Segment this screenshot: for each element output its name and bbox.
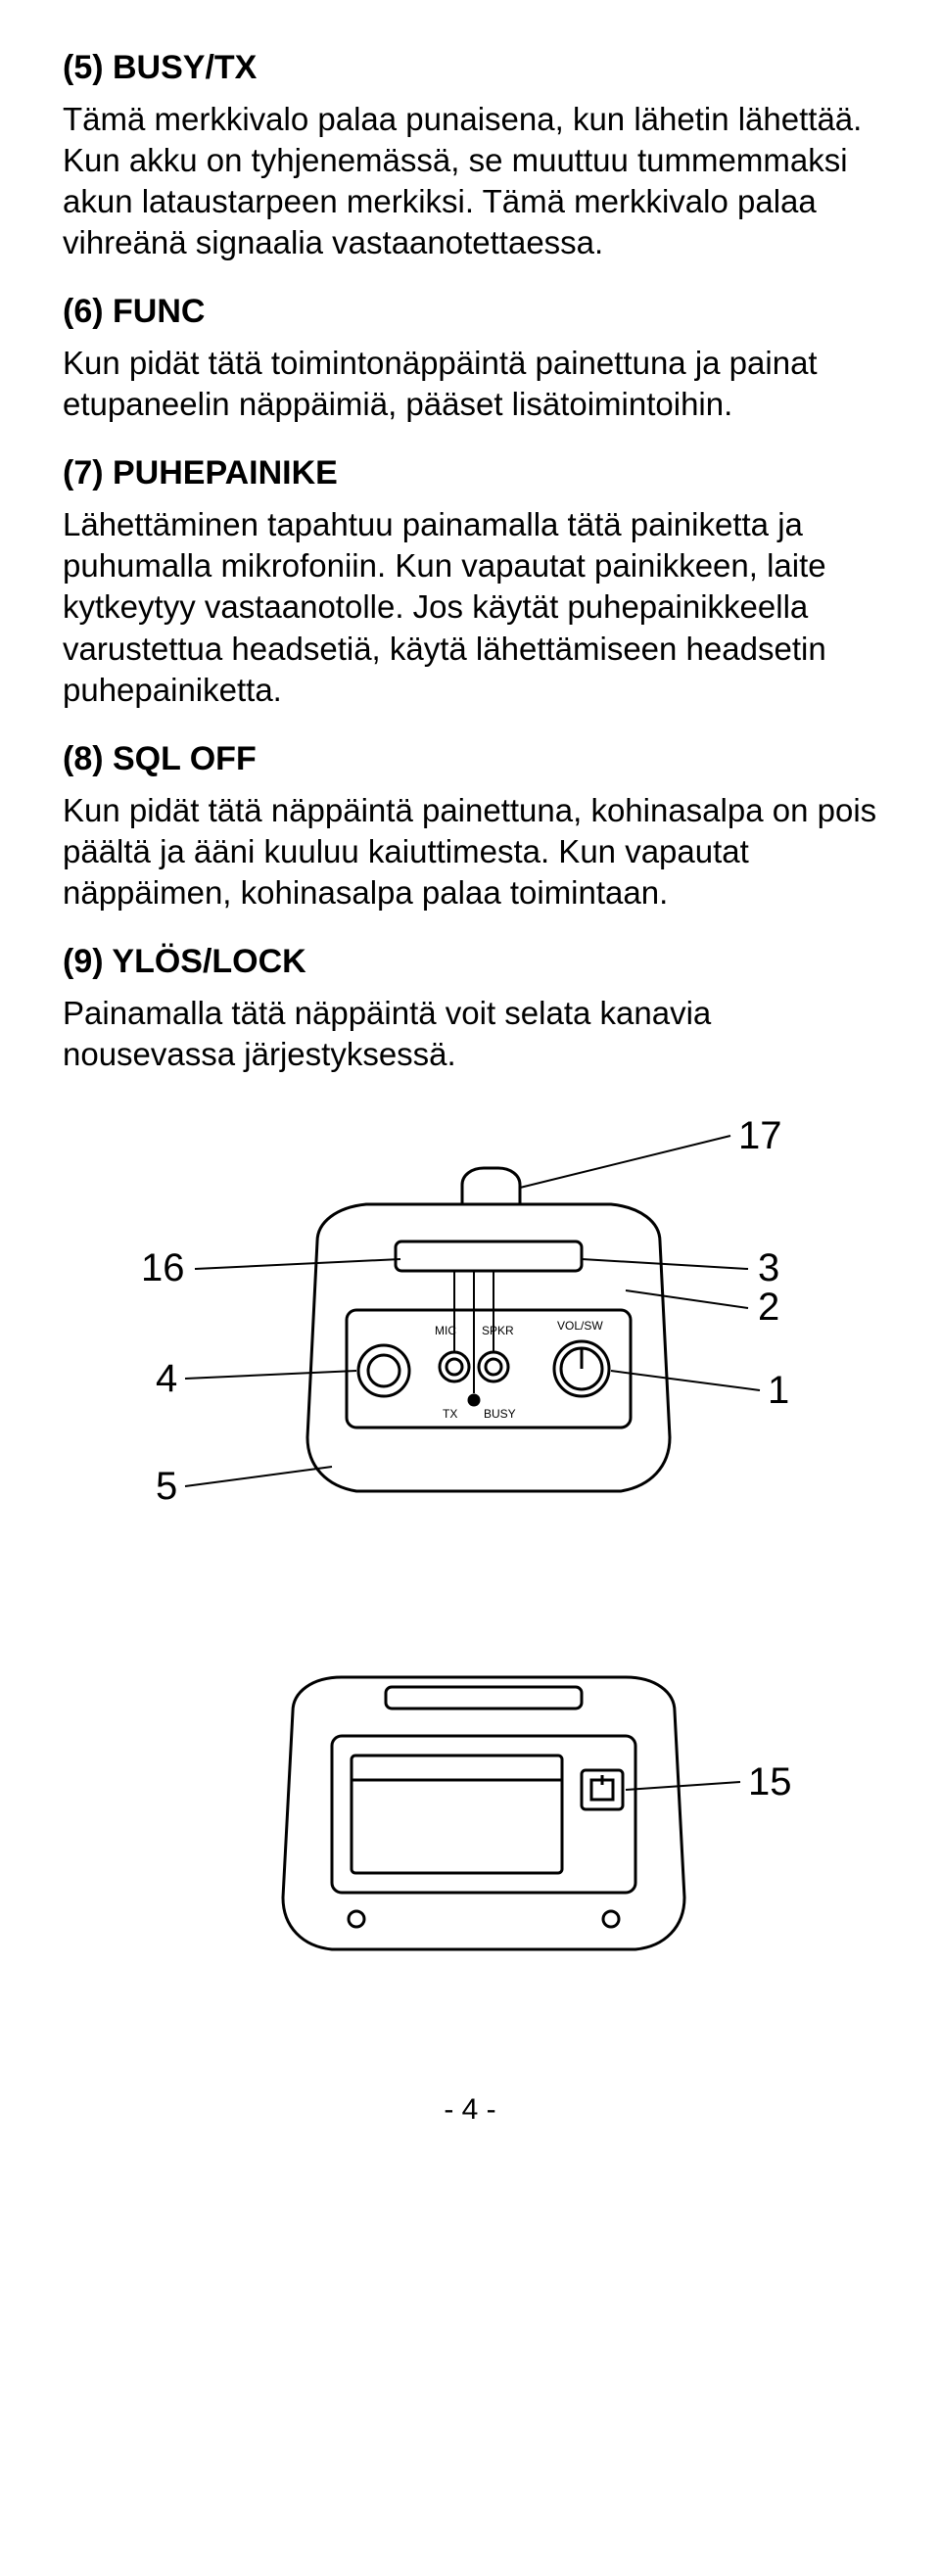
label-tx: TX	[443, 1407, 457, 1421]
section-6: (6) FUNC Kun pidät tätä toimintonäppäint…	[63, 291, 877, 425]
section-8-title: (8) SQL OFF	[63, 738, 877, 780]
figures-container: 17 16 3 2 4 1 5	[63, 1114, 877, 1976]
section-7: (7) PUHEPAINIKE Lähettäminen tapahtuu pa…	[63, 452, 877, 711]
callout-16: 16	[141, 1246, 185, 1290]
label-mic: MIC	[435, 1324, 456, 1337]
section-5: (5) BUSY/TX Tämä merkkivalo palaa punais…	[63, 47, 877, 263]
section-8-body: Kun pidät tätä näppäintä painettuna, koh…	[63, 790, 877, 914]
page: (5) BUSY/TX Tämä merkkivalo palaa punais…	[0, 0, 940, 2166]
section-6-title: (6) FUNC	[63, 291, 877, 333]
callout-4: 4	[156, 1357, 177, 1401]
section-9-body: Painamalla tätä näppäintä voit selata ka…	[63, 993, 877, 1075]
callout-3: 3	[758, 1246, 779, 1290]
label-busy: BUSY	[484, 1407, 516, 1421]
section-5-body: Tämä merkkivalo palaa punaisena, kun läh…	[63, 99, 877, 264]
page-footer: - 4 -	[63, 2093, 877, 2127]
section-5-title: (5) BUSY/TX	[63, 47, 877, 89]
section-8: (8) SQL OFF Kun pidät tätä näppäintä pai…	[63, 738, 877, 913]
callout-5: 5	[156, 1465, 177, 1509]
callout-2: 2	[758, 1286, 779, 1330]
callout-15: 15	[748, 1760, 792, 1804]
figure-2: 15	[63, 1653, 877, 1976]
section-6-body: Kun pidät tätä toimintonäppäintä painett…	[63, 343, 877, 425]
callout-1: 1	[768, 1369, 789, 1413]
section-7-title: (7) PUHEPAINIKE	[63, 452, 877, 494]
section-9-title: (9) YLÖS/LOCK	[63, 941, 877, 983]
figure-1-svg: MIC SPKR VOL/SW TX BUSY	[63, 1114, 877, 1535]
section-7-body: Lähettäminen tapahtuu painamalla tätä pa…	[63, 504, 877, 711]
label-spkr: SPKR	[482, 1324, 514, 1337]
figure-2-svg	[63, 1653, 877, 1976]
figure-1: 17 16 3 2 4 1 5	[63, 1114, 877, 1535]
callout-17: 17	[738, 1114, 782, 1158]
label-vol: VOL/SW	[557, 1319, 603, 1333]
section-9: (9) YLÖS/LOCK Painamalla tätä näppäintä …	[63, 941, 877, 1075]
